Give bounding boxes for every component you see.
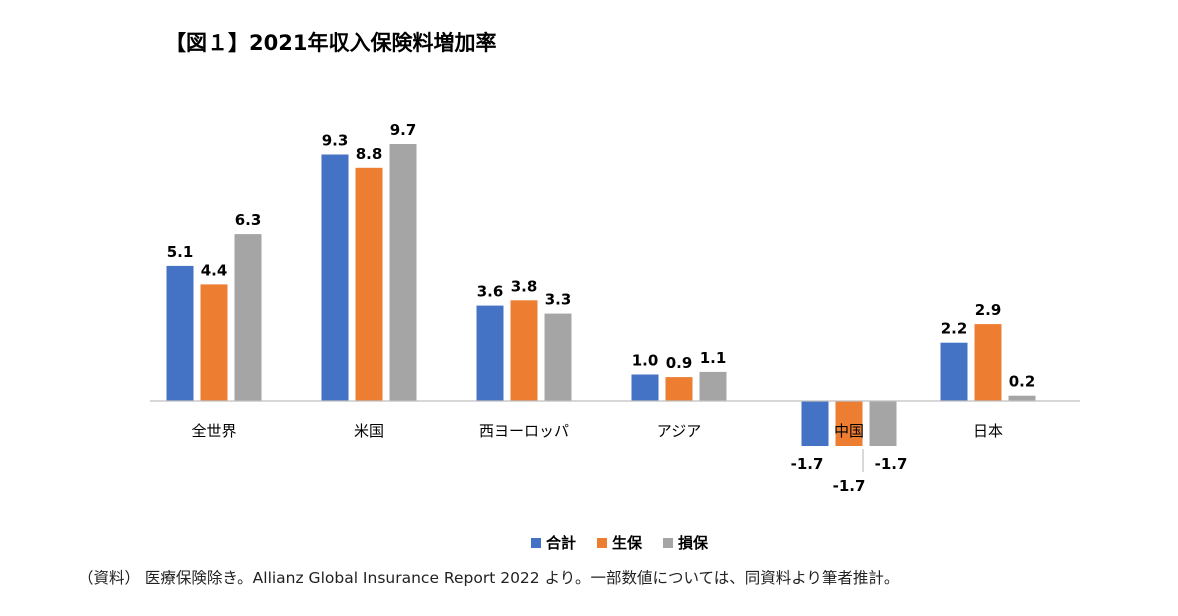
bar-アジア-合計	[631, 374, 659, 401]
data-label-全世界-合計: 5.1	[167, 243, 194, 261]
bar-中国-生保	[835, 401, 863, 446]
category-label-西ヨーロッパ: 西ヨーロッパ	[479, 422, 569, 440]
bar-全世界-損保	[234, 234, 262, 401]
category-label-アジア: アジア	[657, 422, 701, 440]
data-label-中国-損保: -1.7	[875, 455, 908, 473]
data-label-西ヨーロッパ-損保: 3.3	[545, 291, 572, 309]
bar-米国-生保	[355, 167, 383, 401]
bar-アジア-損保	[699, 371, 727, 402]
legend-label-合計: 合計	[545, 534, 576, 552]
category-label-米国: 米国	[354, 422, 384, 440]
data-label-アジア-合計: 1.0	[632, 352, 659, 370]
bar-中国-損保	[869, 401, 897, 446]
data-label-日本-生保: 2.9	[975, 301, 1002, 319]
bar-西ヨーロッパ-生保	[510, 300, 538, 401]
category-labels: 全世界 米国 西ヨーロッパ アジア 中国 日本	[191, 422, 1003, 440]
bars-layer	[166, 144, 1036, 446]
legend-swatch-合計	[531, 538, 541, 548]
data-label-アジア-損保: 1.1	[700, 349, 727, 367]
data-label-アジア-生保: 0.9	[666, 354, 693, 372]
bar-全世界-合計	[166, 265, 194, 401]
source-note: （資料） 医療保険除き。Allianz Global Insurance Rep…	[78, 569, 899, 587]
legend-swatch-生保	[597, 538, 607, 548]
data-label-全世界-生保: 4.4	[201, 261, 228, 279]
legend-swatch-損保	[663, 538, 673, 548]
bar-中国-合計	[801, 401, 829, 446]
data-labels: 5.1 4.4 6.3 9.3 8.8 9.7 3.6 3.8 3.3 1.0 0.9 1.1 -1.7…	[167, 121, 1036, 495]
data-label-米国-合計: 9.3	[322, 132, 349, 150]
legend-label-生保: 生保	[612, 534, 643, 552]
category-label-日本: 日本	[973, 422, 1003, 440]
bar-アジア-生保	[665, 377, 693, 401]
data-label-中国-合計: -1.7	[791, 455, 824, 473]
category-label-全世界: 全世界	[191, 422, 236, 440]
bar-米国-損保	[389, 144, 417, 401]
bar-西ヨーロッパ-損保	[544, 313, 572, 401]
legend-label-損保: 損保	[678, 534, 709, 552]
bar-米国-合計	[321, 154, 349, 401]
data-label-米国-損保: 9.7	[390, 121, 417, 139]
legend: 合計 生保 損保	[531, 534, 709, 552]
bar-西ヨーロッパ-合計	[476, 305, 504, 401]
chart-title: 【図１】2021年収入保険料増加率	[165, 31, 496, 55]
bar-日本-損保	[1008, 395, 1036, 401]
bar-日本-合計	[940, 342, 968, 401]
data-label-全世界-損保: 6.3	[235, 211, 262, 229]
category-label-中国: 中国	[834, 422, 864, 440]
bar-全世界-生保	[200, 284, 228, 401]
data-label-日本-損保: 0.2	[1009, 373, 1036, 391]
data-label-中国-生保: -1.7	[833, 477, 866, 495]
bar-日本-生保	[974, 324, 1002, 401]
data-label-西ヨーロッパ-生保: 3.8	[511, 277, 538, 295]
data-label-米国-生保: 8.8	[356, 145, 383, 163]
data-label-西ヨーロッパ-合計: 3.6	[477, 283, 504, 301]
data-label-日本-合計: 2.2	[941, 320, 968, 338]
